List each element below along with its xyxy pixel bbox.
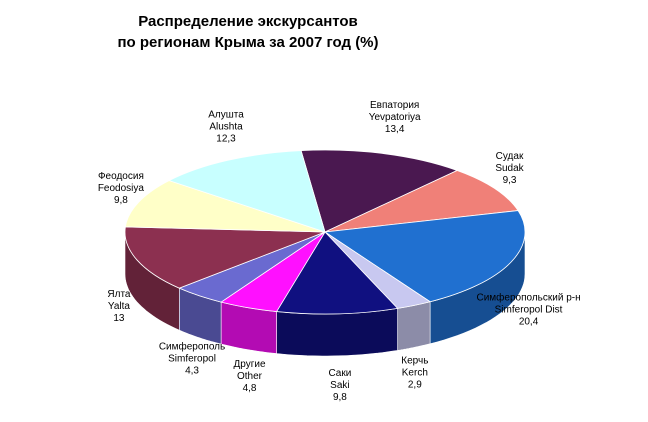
chart-subtitle: по регионам Крыма за 2007 год (%) (117, 34, 378, 51)
slice (124, 180, 326, 233)
slice-label: Саки (328, 368, 351, 379)
slice-label-en: Feodosiya (98, 183, 145, 194)
slice-label-en: Kerch (402, 368, 428, 379)
slice (300, 149, 459, 233)
value-label: 13,4 (385, 124, 405, 135)
value-label: 9,3 (503, 175, 517, 186)
slice (275, 231, 399, 315)
slice-side (397, 301, 431, 351)
slice-side (276, 308, 398, 357)
slice (323, 210, 526, 303)
slice-label-en: Simferopol (168, 353, 216, 364)
slice-label: Другие (234, 359, 266, 370)
slice (324, 170, 519, 233)
value-label: 4,3 (185, 365, 199, 376)
slice-label-en: Sudak (495, 163, 524, 174)
slice-label: Евпатория (370, 100, 419, 111)
slice-label-en: Other (237, 371, 263, 382)
slice-label: Симферопольский р-н (476, 291, 580, 303)
value-label: 20,4 (519, 316, 539, 327)
slice-label-en: Simferopol Dist (495, 304, 563, 315)
value-label: 12,3 (216, 134, 236, 145)
slice-label-en: Saki (330, 380, 349, 391)
slice-tops (124, 149, 526, 315)
value-label: 13 (113, 313, 125, 324)
slice-label: Судак (496, 151, 524, 162)
slice-label: Керчь (401, 356, 428, 367)
value-label: 2,9 (408, 380, 422, 391)
slice-label-en: Yalta (108, 301, 130, 312)
slice-label: Симферополь (159, 340, 225, 352)
slice (124, 226, 326, 289)
slice (168, 150, 326, 233)
value-label: 4,8 (243, 383, 257, 394)
slice-sides (124, 231, 526, 357)
chart-title: Распределение экскурсантов (138, 13, 358, 30)
slice-label: Алушта (208, 110, 244, 121)
value-label: 9,8 (114, 195, 128, 206)
slice-label-en: Yevpatoriya (369, 112, 421, 123)
slice-label: Ялта (107, 289, 131, 300)
value-label: 9,8 (333, 392, 347, 403)
slice-label-en: Alushta (209, 122, 243, 133)
slice-label: Феодосия (98, 171, 144, 182)
